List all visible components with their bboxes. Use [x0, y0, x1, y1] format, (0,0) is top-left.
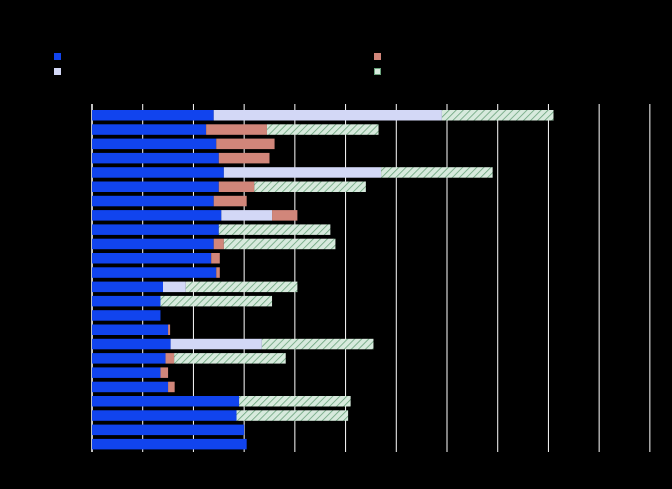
bar-segment-series-1 [92, 381, 169, 393]
bar-segment-series-1 [92, 210, 222, 221]
bar-segment-series-2 [163, 281, 186, 293]
bar-segment-series-2 [213, 110, 442, 121]
bar-segment-series-1 [92, 195, 214, 207]
bar-segment-series-3 [216, 138, 275, 150]
bar-segment-series-3 [272, 210, 298, 221]
bar-segment-series-1 [92, 138, 217, 150]
bar-segment-series-1 [92, 324, 169, 335]
bar-segment-series-4 [160, 295, 273, 307]
bar-segment-series-4 [254, 181, 366, 192]
legend-item-series-3 [374, 53, 381, 60]
bar-segment-series-1 [92, 224, 219, 235]
bar-segment-series-3 [211, 253, 220, 264]
bar-segment-series-3 [160, 367, 169, 378]
bar-segment-series-1 [92, 410, 237, 421]
bar-segment-series-2 [221, 210, 273, 221]
bar-segment-series-1 [92, 424, 245, 436]
bar-segment-series-4 [261, 338, 374, 350]
bar-segment-series-1 [92, 295, 161, 307]
bar-segment-series-4 [174, 353, 286, 364]
bar-segment-series-3 [213, 195, 247, 207]
bar-segment-series-4 [185, 281, 298, 293]
bar-segment-series-1 [92, 338, 171, 350]
bar-segment-series-3 [165, 353, 175, 364]
bar-segment-series-4 [441, 110, 554, 121]
legend-swatch [374, 53, 381, 60]
bar-segment-series-3 [216, 267, 220, 278]
bar-segment-series-4 [218, 224, 331, 235]
bar-segment-series-1 [92, 110, 214, 121]
bar-segment-series-3 [213, 238, 224, 250]
bar-segment-series-1 [92, 310, 161, 321]
bar-segment-series-1 [92, 353, 166, 364]
legend-item-series-1 [54, 53, 61, 60]
bar-segment-series-1 [92, 167, 224, 178]
legend-item-series-2 [54, 68, 61, 75]
bar-segment-series-3 [168, 324, 171, 335]
bar-segment-series-1 [92, 281, 163, 293]
bar-segment-series-4 [381, 167, 493, 178]
bar-segment-series-3 [206, 124, 267, 135]
bar-segment-series-1 [92, 396, 240, 407]
bar-segment-series-1 [92, 438, 247, 450]
bar-segment-series-1 [92, 238, 214, 250]
bar-segment-series-3 [218, 181, 255, 192]
legend-swatch [374, 68, 381, 75]
bar-segment-series-3 [218, 152, 270, 164]
legend-swatch [54, 53, 61, 60]
bar-segment-series-4 [266, 124, 379, 135]
bar-segment-series-2 [223, 167, 382, 178]
bar-segment-series-4 [223, 238, 336, 250]
bar-segment-series-1 [92, 367, 161, 378]
bar-stacks [92, 110, 554, 450]
bar-segment-series-1 [92, 152, 219, 164]
bar-segment-series-1 [92, 181, 219, 192]
bar-segment-series-1 [92, 124, 207, 135]
legend-item-series-4 [374, 68, 381, 75]
bar-segment-series-1 [92, 267, 217, 278]
bar-segment-series-3 [168, 381, 175, 393]
bar-segment-series-2 [170, 338, 262, 350]
legend-swatch [54, 68, 61, 75]
bar-segment-series-4 [236, 410, 349, 421]
bar-segment-series-4 [239, 396, 351, 407]
bar-segment-series-1 [92, 253, 212, 264]
